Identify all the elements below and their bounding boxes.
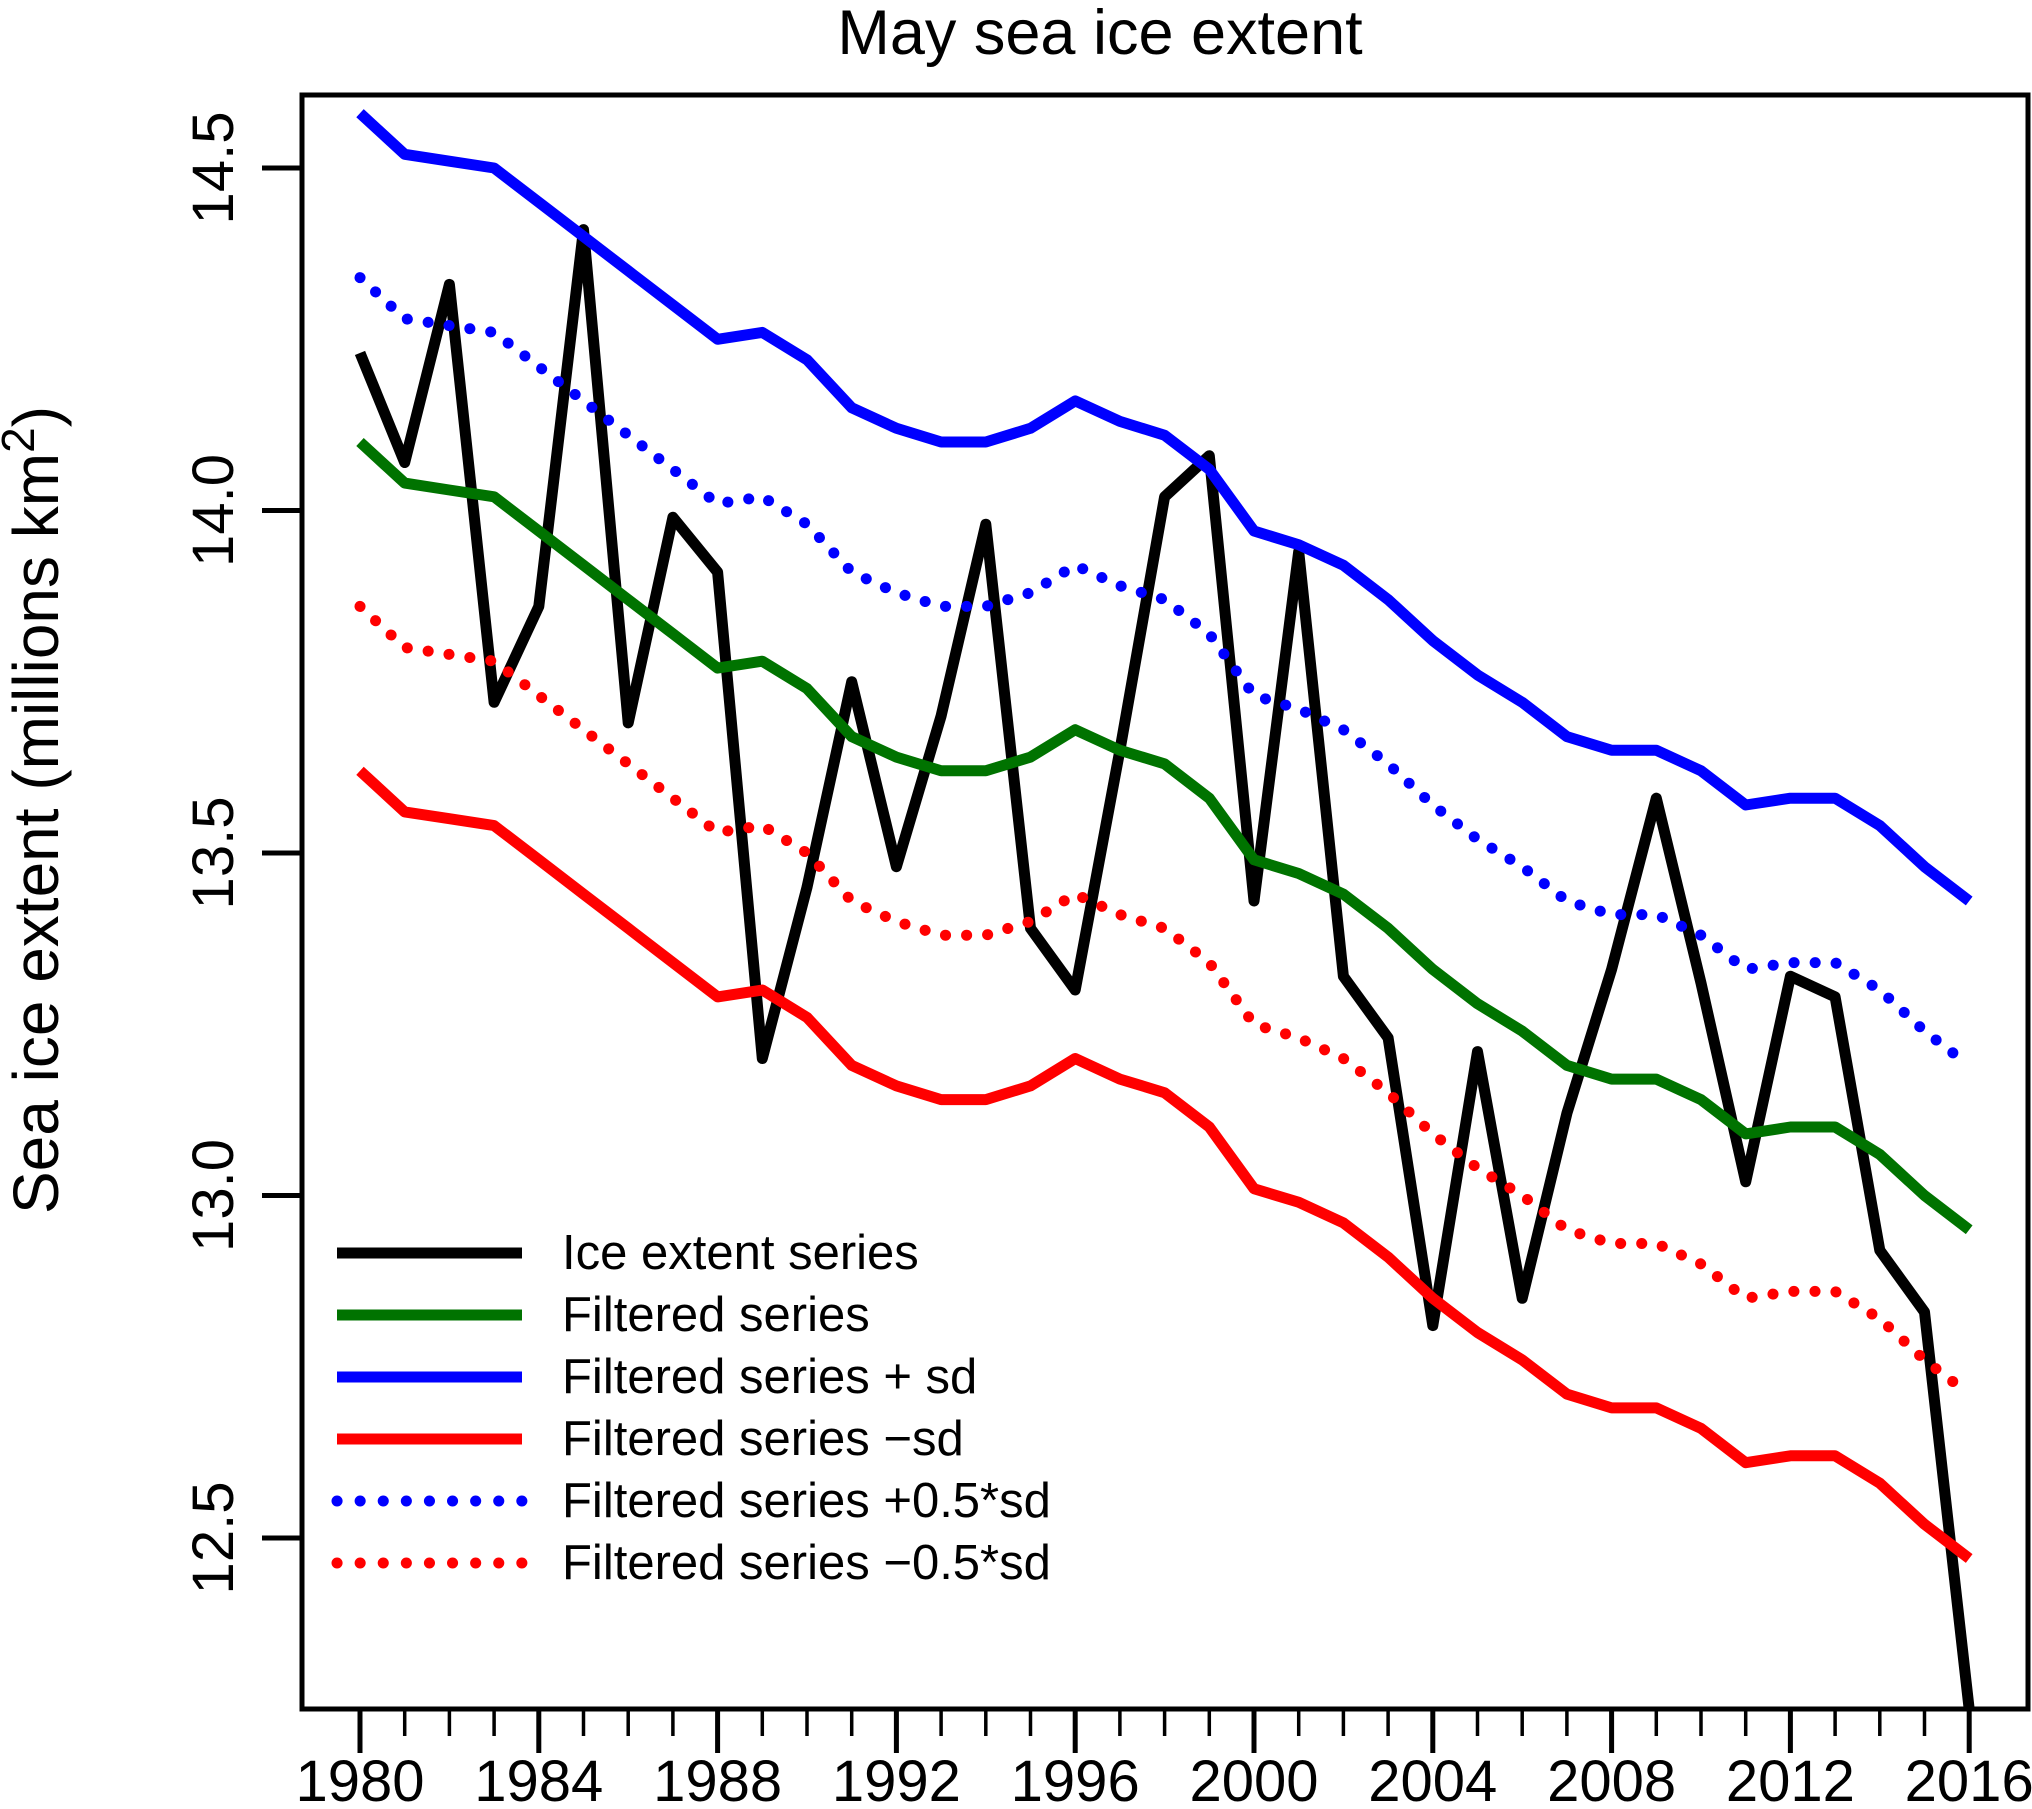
series-group	[354, 109, 1975, 1709]
filtered-line	[356, 437, 1973, 1235]
y-axis-label-superscript: 2	[0, 427, 44, 453]
legend-label: Filtered series −sd	[562, 1412, 964, 1466]
y-tick-label: 12.5	[181, 1482, 246, 1595]
legend-item: Filtered series −0.5*sd	[331, 1536, 1051, 1590]
filtered-minus-sd-line	[356, 766, 1973, 1563]
x-tick-label: 1980	[295, 1749, 424, 1804]
filtered-plus-sd-line	[356, 109, 1973, 906]
y-axis-label-text: Sea ice extent (millions km	[0, 453, 72, 1214]
filtered-plus-half-sd-line	[354, 272, 1975, 1071]
x-axis: 1980 1984 1988 1992 1996 2000 2004 2008 2012 2016	[295, 1709, 2032, 1809]
y-tick-label: 14.0	[181, 454, 246, 567]
legend-label: Filtered series −0.5*sd	[562, 1536, 1051, 1590]
x-tick-label: 1996	[1011, 1749, 1140, 1804]
legend-label: Filtered series +0.5*sd	[562, 1474, 1051, 1528]
plot-border	[299, 92, 2031, 1712]
filtered-minus-half-sd-line	[354, 600, 1975, 1400]
legend-label: Ice extent series	[562, 1226, 919, 1280]
y-tick-label: 13.0	[181, 1139, 246, 1252]
x-tick-label: 1992	[832, 1749, 961, 1804]
x-tick-label: 2004	[1368, 1749, 1497, 1804]
legend-label: Filtered series	[562, 1288, 870, 1342]
legend-label: Filtered series + sd	[562, 1350, 977, 1404]
legend-item: Filtered series	[337, 1288, 870, 1342]
x-tick-label: 2000	[1189, 1749, 1318, 1804]
chart-title: May sea ice extent	[837, 0, 1363, 68]
legend-item: Filtered series +0.5*sd	[331, 1474, 1051, 1528]
y-axis: 14.5 14.0 13.5 13.0 12.5	[181, 112, 302, 1595]
x-tick-label: 1984	[474, 1749, 603, 1804]
legend: Ice extent series Filtered series Filtered…	[331, 1226, 1051, 1590]
legend-item: Ice extent series	[337, 1226, 919, 1280]
x-tick-label: 2012	[1726, 1749, 1855, 1804]
y-axis-label-suffix: )	[0, 406, 72, 427]
x-tick-label: 2016	[1905, 1749, 2032, 1804]
y-axis-label: Sea ice extent (millions km2)	[0, 406, 72, 1214]
y-tick-label: 13.5	[181, 797, 246, 910]
x-tick-label: 1988	[653, 1749, 782, 1804]
legend-item: Filtered series + sd	[337, 1350, 977, 1404]
y-tick-label: 14.5	[181, 112, 246, 225]
legend-item: Filtered series −sd	[337, 1412, 964, 1466]
x-tick-label: 2008	[1547, 1749, 1676, 1804]
ice-extent-line	[354, 224, 1975, 1709]
